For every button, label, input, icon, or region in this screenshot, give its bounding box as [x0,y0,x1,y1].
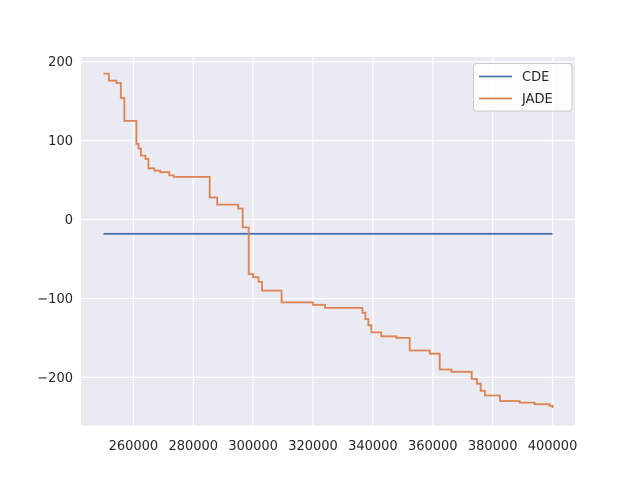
x-tick-label: 280000 [168,439,218,454]
legend-label-cde: CDE [522,70,549,85]
y-tick-label: −100 [37,292,73,307]
y-tick-label: 0 [65,213,73,228]
legend: CDE JADE [473,63,573,112]
y-tick-label: 100 [48,134,73,149]
x-tick-label: 340000 [348,439,398,454]
y-tick-label: 200 [48,55,73,70]
legend-label-jade: JADE [521,92,553,107]
series-line-jade [103,72,554,409]
y-tick-label: −200 [37,371,73,386]
x-tick-label: 400000 [528,439,578,454]
x-tick-label: 380000 [468,439,518,454]
plot-background [81,57,575,426]
x-tick-label: 260000 [109,439,159,454]
x-tick-label: 360000 [408,439,458,454]
x-tick-label: 300000 [228,439,278,454]
plot-area: 260000 280000 300000 320000 340000 360000 3800… [37,55,577,454]
x-tick-label: 320000 [288,439,338,454]
